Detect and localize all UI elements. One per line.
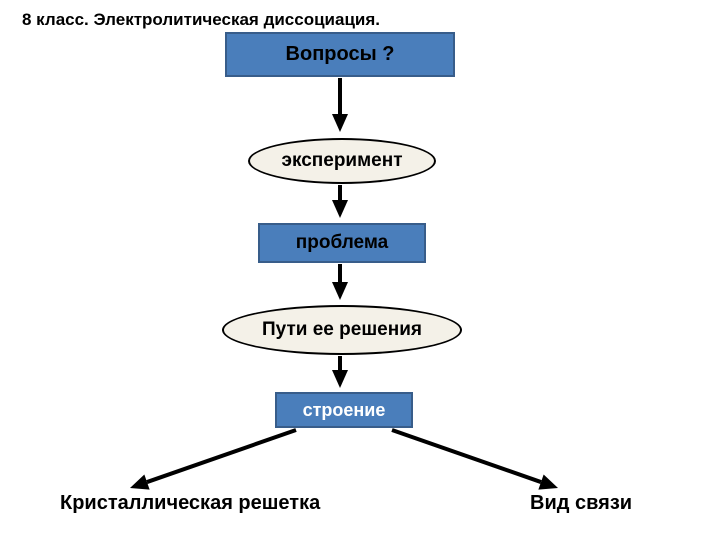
arrow-layer [0, 0, 720, 540]
node-questions: Вопросы ? [225, 32, 455, 77]
arrowhead-questions-to-experiment [332, 114, 348, 132]
node-experiment: эксперимент [248, 138, 436, 184]
arrowhead-problem-to-solutions [332, 282, 348, 300]
node-solutions: Пути ее решения [222, 305, 462, 355]
arrow-structure-to-lattice [147, 430, 296, 482]
node-problem: проблема [258, 223, 426, 263]
diagram-canvas: 8 класс. Электролитическая диссоциация. … [0, 0, 720, 540]
node-structure: строение [275, 392, 413, 428]
arrowhead-structure-to-bondType [538, 475, 558, 490]
node-lattice: Кристаллическая решетка [60, 492, 320, 515]
arrow-structure-to-bondType [392, 430, 541, 482]
arrowhead-solutions-to-structure [332, 370, 348, 388]
page-title: 8 класс. Электролитическая диссоциация. [22, 10, 380, 30]
arrowhead-experiment-to-problem [332, 200, 348, 218]
arrowhead-structure-to-lattice [130, 475, 150, 490]
node-bond-type: Вид связи [530, 492, 632, 515]
